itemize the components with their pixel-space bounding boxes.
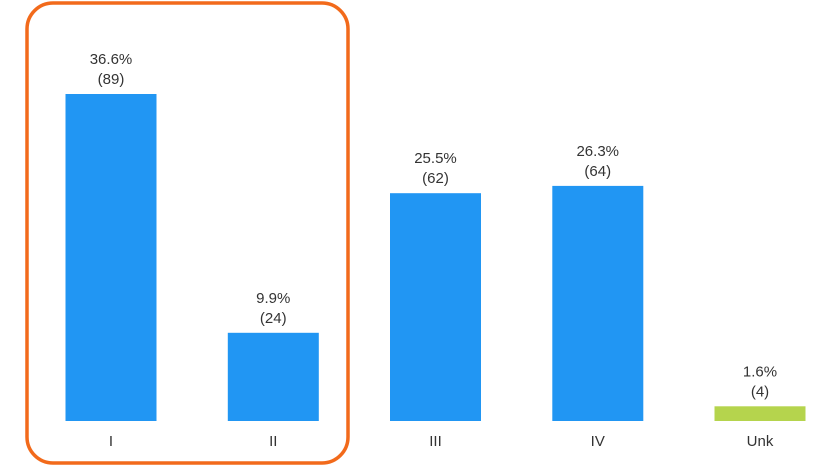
x-tick-label-i: I: [109, 433, 113, 450]
percent-label-iv: 26.3%: [576, 143, 619, 160]
count-label-ii: (24): [260, 310, 287, 327]
count-label-iv: (64): [584, 163, 611, 180]
bar-ii: [227, 332, 319, 421]
data-labels-group: 36.6% (89) 9.9% (24) 25.5% (62) 26.3% (64) 1.6% (…: [90, 51, 777, 400]
count-label-unk: (4): [751, 383, 769, 400]
percent-label-unk: 1.6%: [743, 363, 777, 380]
percent-label-iii: 25.5%: [414, 150, 457, 167]
x-tick-label-iv: IV: [591, 433, 605, 450]
percent-label-i: 36.6%: [90, 51, 133, 68]
count-label-i: (89): [98, 71, 125, 88]
x-tick-label-iii: III: [429, 433, 442, 450]
bar-unk: [714, 406, 806, 421]
bar-i: [65, 94, 157, 421]
count-label-iii: (62): [422, 170, 449, 187]
highlight-box: [25, 1, 350, 465]
x-tick-label-ii: II: [269, 433, 277, 450]
x-tick-label-unk: Unk: [747, 433, 774, 450]
x-axis-tick-labels: I II III IV Unk: [109, 433, 774, 450]
bar-iv: [552, 185, 644, 421]
percent-label-ii: 9.9%: [256, 290, 290, 307]
bars-group: [65, 94, 806, 421]
bar-iii: [390, 193, 481, 421]
